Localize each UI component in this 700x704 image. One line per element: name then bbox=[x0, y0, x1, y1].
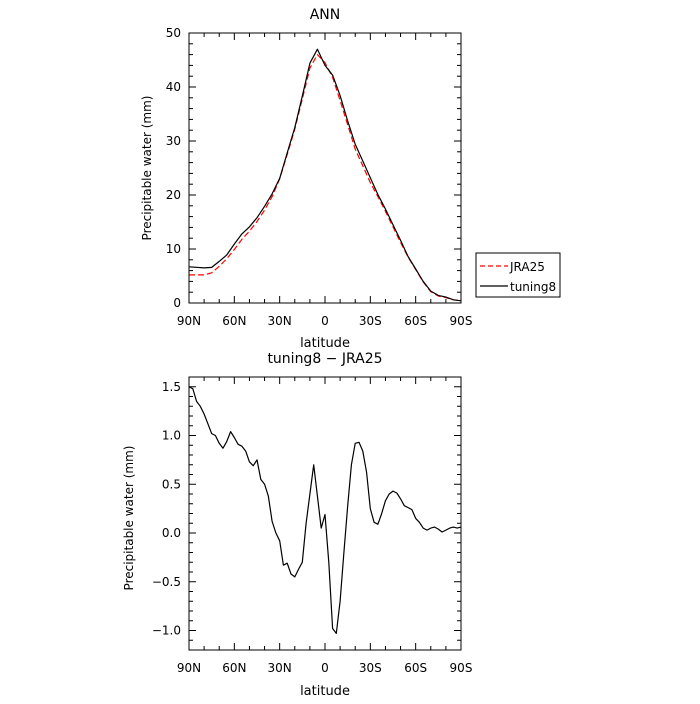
top-y-tick-label: 40 bbox=[166, 80, 181, 94]
top-plot-frame bbox=[188, 32, 462, 304]
top-y-tick-label: 10 bbox=[166, 242, 181, 256]
top-chart-title: ANN bbox=[310, 7, 341, 23]
legend-label-0: JRA25 bbox=[509, 260, 545, 274]
top-y-tick-label: 0 bbox=[173, 296, 181, 310]
bottom-x-tick-label: 90S bbox=[450, 661, 473, 675]
top-x-tick-label: 90S bbox=[450, 314, 473, 328]
legend: JRA25 tuning8 bbox=[475, 252, 561, 298]
bottom-y-tick-label: 1.0 bbox=[162, 429, 181, 443]
bottom-series-line-0 bbox=[188, 386, 462, 635]
bottom-x-tick-label: 30N bbox=[268, 661, 292, 675]
bottom-y-tick-label: 0.0 bbox=[162, 526, 181, 540]
top-series-line-0 bbox=[189, 53, 462, 302]
top-x-tick-label: 60S bbox=[404, 314, 427, 328]
bottom-y-tick-label: 0.5 bbox=[162, 477, 181, 491]
legend-label-1: tuning8 bbox=[510, 280, 556, 294]
top-series-line-1 bbox=[188, 48, 462, 302]
bottom-y-tick-label: −1.0 bbox=[152, 624, 181, 638]
top-y-tick-label: 20 bbox=[166, 188, 181, 202]
top-y-tick-label: 30 bbox=[166, 134, 181, 148]
top-y-tick-label: 50 bbox=[166, 26, 181, 40]
top-x-tick-label: 30S bbox=[359, 314, 382, 328]
bottom-x-tick-label: 60S bbox=[404, 661, 427, 675]
top-y-axis-label: Precipitable water (mm) bbox=[140, 96, 154, 241]
top-x-axis-label: latitude bbox=[300, 336, 350, 351]
top-x-tick-label: 60N bbox=[222, 314, 246, 328]
bottom-x-tick-label: 30S bbox=[359, 661, 382, 675]
bottom-plot-frame bbox=[188, 376, 462, 651]
bottom-x-tick-label: 0 bbox=[321, 661, 329, 675]
bottom-x-tick-label: 90N bbox=[177, 661, 201, 675]
bottom-x-axis-label: latitude bbox=[300, 684, 350, 699]
bottom-y-tick-label: −0.5 bbox=[152, 575, 181, 589]
bottom-panel: tuning8 − JRA25 latitude Precipitable wa… bbox=[122, 351, 472, 699]
bottom-x-tick-label: 60N bbox=[222, 661, 246, 675]
top-x-tick-label: 0 bbox=[321, 314, 329, 328]
top-x-tick-label: 90N bbox=[177, 314, 201, 328]
bottom-y-tick-label: 1.5 bbox=[162, 380, 181, 394]
bottom-chart-title: tuning8 − JRA25 bbox=[267, 351, 382, 367]
top-panel: ANN latitude Precipitable water (mm) 90N… bbox=[140, 7, 561, 351]
top-x-tick-label: 30N bbox=[268, 314, 292, 328]
bottom-y-axis-label: Precipitable water (mm) bbox=[122, 446, 136, 591]
legend-box bbox=[475, 252, 561, 298]
